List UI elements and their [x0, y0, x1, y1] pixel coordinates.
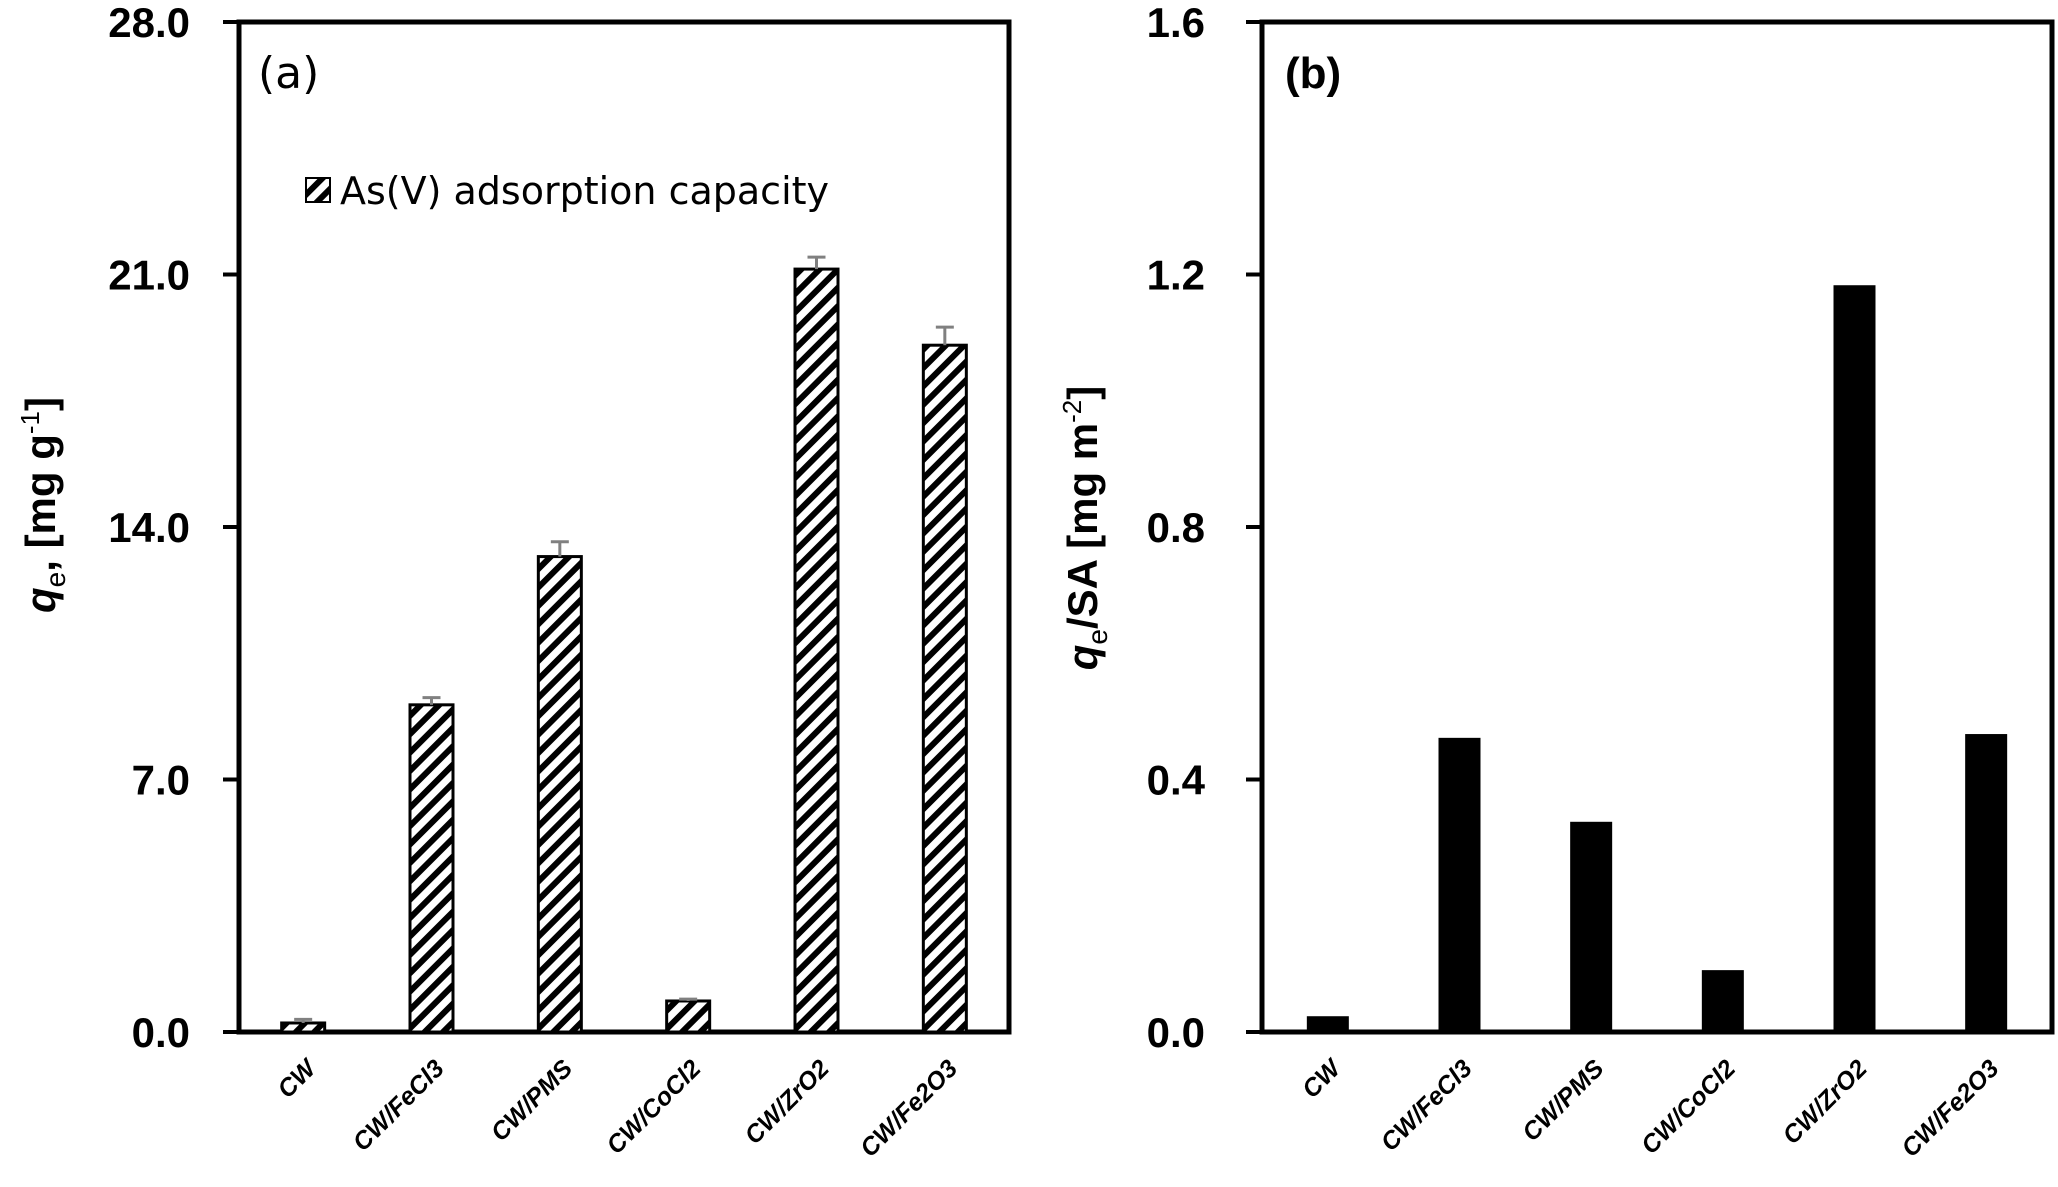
x-tick-label: CW/CoCl2 — [601, 1054, 706, 1159]
y-tick-label: 0.0 — [1147, 1009, 1205, 1056]
panel-a: 0.0 7.0 14.0 21.0 28.0 CW CW/FeCl3 CW/PMS CW/Co… — [15, 0, 1012, 1163]
error-bar — [294, 1017, 313, 1023]
bar-cw — [1306, 1016, 1349, 1032]
y-tick-label: 0.0 — [132, 1009, 190, 1056]
bars-a — [280, 255, 968, 1034]
panel-label-a: (a) — [258, 48, 319, 99]
bar-cw-pms — [536, 555, 583, 1034]
x-tick-label: CW/FeCl3 — [1375, 1054, 1477, 1156]
error-bar — [935, 325, 954, 346]
x-tick-labels-a: CW CW/FeCl3 CW/PMS CW/CoCl2 CW/ZrO2 CW/Fe2O3 — [272, 1053, 963, 1163]
error-bar — [550, 540, 569, 557]
x-tick-label: CW — [272, 1053, 323, 1104]
bar-cw-cocl2 — [665, 999, 712, 1034]
bar-cw-fecl3 — [408, 703, 455, 1034]
y-tick-label: 28.0 — [108, 0, 190, 46]
bar-cw-cocl2 — [1701, 970, 1744, 1032]
bar-cw-pms — [1570, 821, 1613, 1032]
y-axis-title-a: qe, [mg g-1] — [15, 397, 71, 613]
x-tick-label: CW — [1297, 1053, 1348, 1104]
x-tick-label: CW/ZrO2 — [739, 1054, 834, 1149]
bar-cw-fecl3 — [1438, 737, 1481, 1032]
y-tick-label: 1.2 — [1147, 252, 1205, 299]
x-tick-label: CW/PMS — [486, 1054, 579, 1147]
y-tick-label: 0.4 — [1147, 757, 1206, 804]
y-tick-label: 21.0 — [108, 252, 190, 299]
bar-cw — [280, 1021, 327, 1034]
bar-cw-zro2 — [793, 267, 840, 1034]
y-tick-label: 14.0 — [108, 504, 190, 551]
y-ticks-a: 0.0 7.0 14.0 21.0 28.0 — [108, 0, 239, 1056]
error-bar — [807, 255, 826, 270]
error-bar — [422, 696, 441, 705]
x-tick-label: CW/CoCl2 — [1636, 1054, 1741, 1159]
bar-cw-fe2o3 — [1965, 734, 2008, 1032]
y-axis-title-b: qe/SA [mg m-2] — [1057, 386, 1113, 670]
legend-label: As(V) adsorption capacity — [340, 169, 829, 213]
x-tick-label: CW/Fe2O3 — [1896, 1054, 2004, 1162]
plot-frame-b — [1259, 19, 2055, 1035]
bar-cw-zro2 — [1833, 285, 1876, 1032]
bar-cw-fe2o3 — [921, 343, 968, 1034]
y-tick-label: 1.6 — [1147, 0, 1205, 46]
y-tick-label: 0.8 — [1147, 504, 1205, 551]
y-ticks-b: 0.0 0.4 0.8 1.2 1.6 — [1147, 0, 1262, 1056]
bars-b — [1306, 285, 2008, 1032]
y-tick-label: 7.0 — [132, 757, 190, 804]
x-tick-label: CW/FeCl3 — [347, 1054, 449, 1156]
legend-a: As(V) adsorption capacity — [305, 169, 829, 213]
error-bar — [679, 997, 698, 1001]
panel-label-b: (b) — [1285, 49, 1341, 98]
x-tick-labels-b: CW CW/FeCl3 CW/PMS CW/CoCl2 CW/ZrO2 CW/Fe2O3 — [1297, 1053, 2005, 1163]
x-tick-label: CW/PMS — [1517, 1054, 1610, 1147]
legend-swatch-hatched — [305, 177, 331, 203]
panel-b: 0.0 0.4 0.8 1.2 1.6 CW CW/FeCl3 CW/PMS CW/CoCl2… — [1057, 0, 2055, 1163]
x-tick-label: CW/ZrO2 — [1777, 1054, 1872, 1149]
x-tick-label: CW/Fe2O3 — [855, 1054, 963, 1162]
